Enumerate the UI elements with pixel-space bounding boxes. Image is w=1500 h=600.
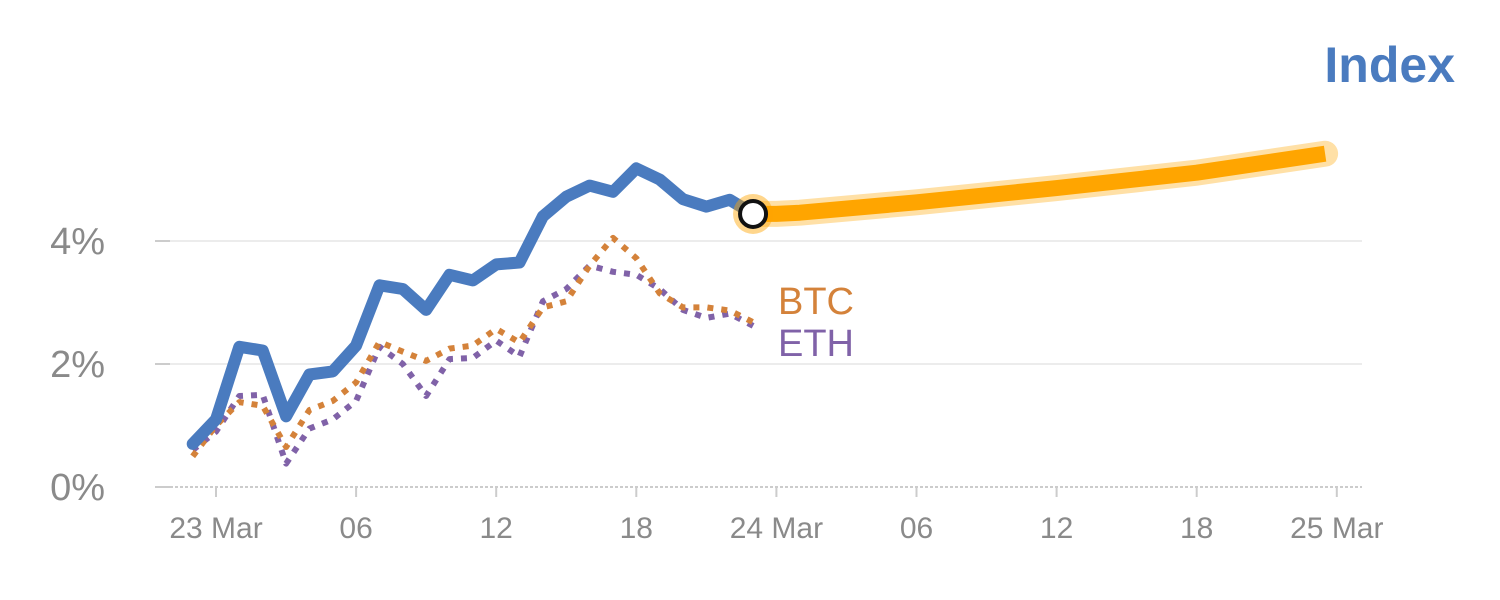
y-axis: 0% 2% 4% — [50, 221, 170, 509]
current-point-marker — [738, 198, 769, 229]
x-tick-label: 24 Mar — [730, 512, 823, 545]
x-tick-label: 18 — [1180, 512, 1213, 545]
x-tick-label: 12 — [480, 512, 513, 545]
x-tick-label: 12 — [1040, 512, 1073, 545]
series-eth-line — [190, 262, 755, 467]
series-btc-line — [190, 234, 755, 459]
labels-layer: Index BTC ETH — [778, 37, 1455, 365]
x-tick-label: 06 — [339, 512, 372, 545]
series-forecast-line — [753, 145, 1327, 222]
series-label-eth: ETH — [778, 323, 854, 365]
x-tick-label: 23 Mar — [169, 512, 262, 545]
chart-title: Index — [1324, 37, 1455, 93]
y-tick-label: 4% — [50, 221, 105, 263]
gridlines — [170, 240, 1362, 365]
x-tick-label: 25 Mar — [1290, 512, 1383, 545]
x-axis: 23 Mar 06 12 18 24 Mar 06 12 18 25 Mar — [155, 486, 1383, 545]
series-label-btc: BTC — [778, 281, 854, 323]
x-tick-label: 18 — [620, 512, 653, 545]
series-index-line — [186, 162, 760, 450]
y-tick-label: 2% — [50, 344, 105, 386]
x-tick-label: 06 — [900, 512, 933, 545]
y-tick-label: 0% — [50, 467, 105, 509]
series-layer — [186, 140, 1339, 467]
